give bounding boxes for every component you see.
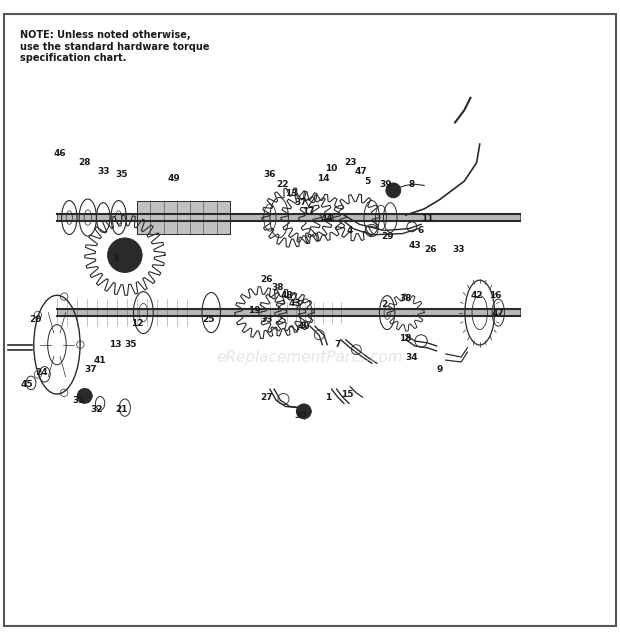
Text: 48: 48 [280,291,293,300]
Text: 35: 35 [125,340,137,349]
Text: 38: 38 [272,283,284,292]
Text: 18: 18 [399,334,412,343]
Text: 1: 1 [326,393,332,402]
Text: 8: 8 [409,180,415,189]
Text: 32: 32 [91,405,104,414]
Text: 41: 41 [94,356,107,365]
Text: 31: 31 [73,396,85,404]
Text: 13: 13 [109,340,122,349]
Circle shape [296,404,311,419]
Text: 23: 23 [344,158,356,167]
Text: 24: 24 [35,368,48,377]
Text: 30: 30 [294,411,307,420]
Text: 11: 11 [421,214,433,223]
Text: 45: 45 [21,380,33,389]
Circle shape [107,238,142,273]
Text: 22: 22 [276,180,288,189]
Text: 33: 33 [97,168,110,177]
Text: 5: 5 [365,177,371,186]
Circle shape [78,388,92,403]
Bar [137,202,230,234]
Text: 27: 27 [260,393,273,402]
Text: 39: 39 [379,180,392,189]
Text: 47: 47 [355,168,368,177]
Text: 35: 35 [115,170,128,179]
Text: 3: 3 [112,254,118,263]
Text: 14: 14 [317,173,330,182]
Text: 37: 37 [294,198,307,207]
Text: 25: 25 [202,316,215,324]
Text: 26: 26 [260,275,273,284]
Text: 20: 20 [29,316,42,324]
Text: 6: 6 [418,226,424,235]
Text: 33: 33 [452,244,464,253]
Text: 9: 9 [436,365,443,374]
Bar [57,309,520,316]
Text: 29: 29 [381,232,394,241]
Text: 16: 16 [489,291,502,300]
Text: 17: 17 [302,207,314,216]
Text: NOTE: Unless noted otherwise,
use the standard hardware torque
specification cha: NOTE: Unless noted otherwise, use the st… [20,30,210,63]
Text: 4: 4 [347,226,353,235]
Circle shape [386,183,401,198]
Text: 7: 7 [335,340,341,349]
Text: 19: 19 [248,307,261,316]
Text: 21: 21 [115,405,128,414]
Text: 46: 46 [54,149,66,158]
Text: 49: 49 [168,173,180,182]
Text: 42: 42 [471,291,483,300]
Text: 33: 33 [260,316,273,324]
Bar [57,214,520,221]
Text: 10: 10 [326,164,338,173]
Text: 12: 12 [131,319,143,328]
Text: 47: 47 [492,309,505,318]
Text: 36: 36 [264,170,276,179]
Text: 44: 44 [321,214,333,223]
Text: 40: 40 [298,322,310,331]
Text: eReplacementParts.com: eReplacementParts.com [216,349,404,365]
Text: 26: 26 [424,244,436,253]
Text: 37: 37 [84,365,97,374]
Text: 34: 34 [405,353,418,362]
Text: 38: 38 [399,294,412,303]
Text: 43: 43 [289,299,301,308]
Text: 2: 2 [381,300,388,309]
Text: 43: 43 [409,241,421,250]
Text: 28: 28 [79,158,91,167]
Text: 13: 13 [285,189,298,198]
Text: 15: 15 [341,390,353,399]
